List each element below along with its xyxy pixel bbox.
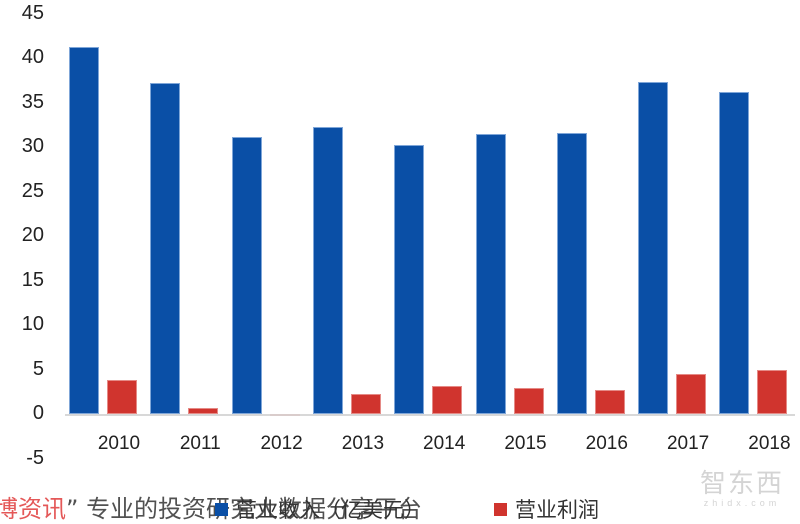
profit-bar-2014 [432, 386, 463, 414]
revenue-bar-2010 [69, 47, 99, 414]
x-tick-label: 2013 [341, 433, 385, 454]
y-tick-label: 10 [21, 313, 44, 335]
x-axis-line [65, 414, 795, 416]
x-tick-label: 2018 [748, 433, 791, 454]
revenue-bar-2013 [312, 126, 343, 414]
profit-bar-2015 [513, 388, 544, 414]
x-tick-label: 2011 [179, 433, 221, 454]
profit-bar-2016 [594, 389, 625, 414]
watermark-logo: 智东西 zhidx.com [692, 470, 792, 508]
x-tick-label: 2010 [97, 433, 141, 454]
profit-bar-2013 [350, 394, 381, 414]
profit-bar-2011 [188, 407, 219, 414]
revenue-bar-2018 [719, 91, 750, 414]
revenue-bar-2016 [556, 132, 587, 414]
revenue-bar-2015 [475, 133, 506, 414]
revenue-bar-2014 [394, 145, 425, 414]
footer-overlay-text: 博资讯” 专业的投资研究大数据分享平台 [0, 494, 422, 524]
footer: 博资讯” 专业的投资研究大数据分享平台 营业收入（亿美元） 营业利润 [0, 494, 800, 524]
legend-swatch-blue-icon [215, 502, 228, 516]
profit-bar-2010 [107, 380, 137, 414]
legend-label-revenue: 营业收入（亿美元） [236, 498, 425, 522]
legend-swatch-red-icon [494, 502, 507, 516]
y-tick-label: 0 [32, 402, 44, 424]
legend-item-revenue: 营业收入（亿美元） [215, 494, 425, 524]
y-tick-label: 40 [21, 46, 44, 68]
legend-label-profit: 营业利润 [515, 498, 599, 522]
watermark-main-text: 智东西 [699, 469, 784, 499]
x-tick-label: 2016 [585, 433, 628, 454]
profit-bar-2012 [269, 414, 300, 416]
revenue-bar-2011 [150, 82, 181, 414]
x-tick-label: 2012 [260, 433, 303, 454]
x-tick-label: 2017 [666, 433, 710, 454]
footer-slogan-text: ” 专业的投资研究大数据分享平台 [66, 495, 423, 523]
y-tick-label: 20 [21, 224, 44, 246]
y-tick-label: 35 [21, 90, 44, 113]
revenue-bar-2012 [231, 137, 262, 414]
legend-item-profit: 营业利润 [494, 494, 599, 524]
y-tick-label: 5 [32, 357, 44, 380]
footer-brand-text: 博资讯 [0, 495, 66, 523]
revenue-bar-2017 [638, 82, 669, 414]
y-tick-label: -5 [26, 446, 44, 469]
y-tick-label: 25 [21, 179, 44, 202]
y-tick-label: 45 [21, 1, 44, 24]
watermark-sub-text: zhidx.com [703, 498, 781, 508]
y-tick-label: 15 [21, 268, 44, 291]
x-tick-label: 2015 [504, 433, 547, 454]
x-tick-label: 2014 [423, 433, 466, 454]
profit-bar-2017 [676, 373, 707, 414]
y-tick-label: 30 [21, 135, 44, 157]
profit-bar-2018 [757, 370, 788, 414]
